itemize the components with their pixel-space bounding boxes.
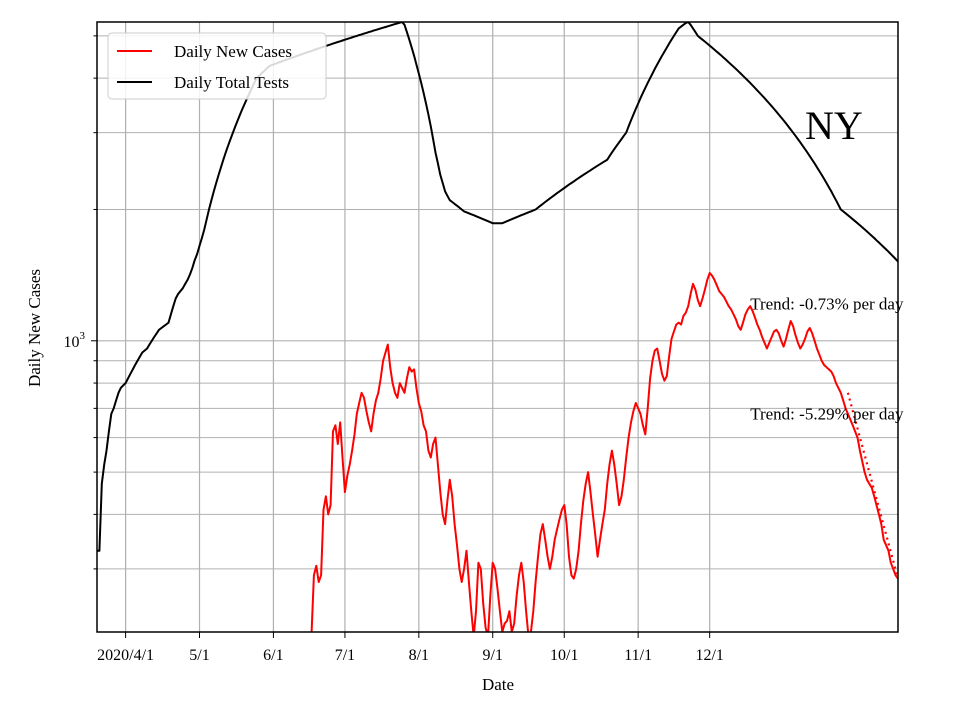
x-tick-label: 2020/4/1 (97, 647, 154, 664)
x-tick-label: 6/1 (263, 647, 283, 664)
x-tick-label: 11/1 (624, 647, 652, 664)
legend-box (107, 32, 327, 100)
legend: Daily New Cases Daily Total Tests (107, 32, 327, 100)
plot-frame (96, 21, 899, 633)
plot-area (97, 22, 898, 632)
series-group (97, 22, 898, 632)
x-tick-label: 10/1 (550, 647, 578, 664)
x-tick-label: 7/1 (335, 647, 355, 664)
annotations: NY Trend: -0.73% per day Trend: -5.29% per… (750, 103, 904, 423)
y-tick-label: 103 (64, 330, 86, 351)
trend-line (846, 392, 898, 579)
x-axis: 2020/4/1 5/1 6/1 7/1 8/1 9/1 10/1 11/1 12/1 (97, 632, 724, 664)
x-tick-label: 5/1 (189, 647, 209, 664)
x-axis-label: Date (482, 675, 514, 694)
legend-label-daily-new-cases: Daily New Cases (174, 42, 292, 61)
state-label: NY (805, 103, 863, 148)
legend-label-daily-total-tests: Daily Total Tests (174, 73, 289, 92)
y-axis-label: Daily New Cases (25, 269, 44, 387)
grid (97, 22, 898, 632)
x-tick-label: 9/1 (483, 647, 503, 664)
daily-total-tests-line (97, 22, 898, 552)
y-axis: 103 (64, 35, 97, 570)
x-tick-label: 8/1 (409, 647, 429, 664)
trend-annotation: Trend: -0.73% per day (750, 294, 904, 313)
daily-new-cases-line (310, 272, 898, 632)
trend-annotation: Trend: -5.29% per day (750, 405, 904, 424)
x-tick-label: 12/1 (695, 647, 723, 664)
